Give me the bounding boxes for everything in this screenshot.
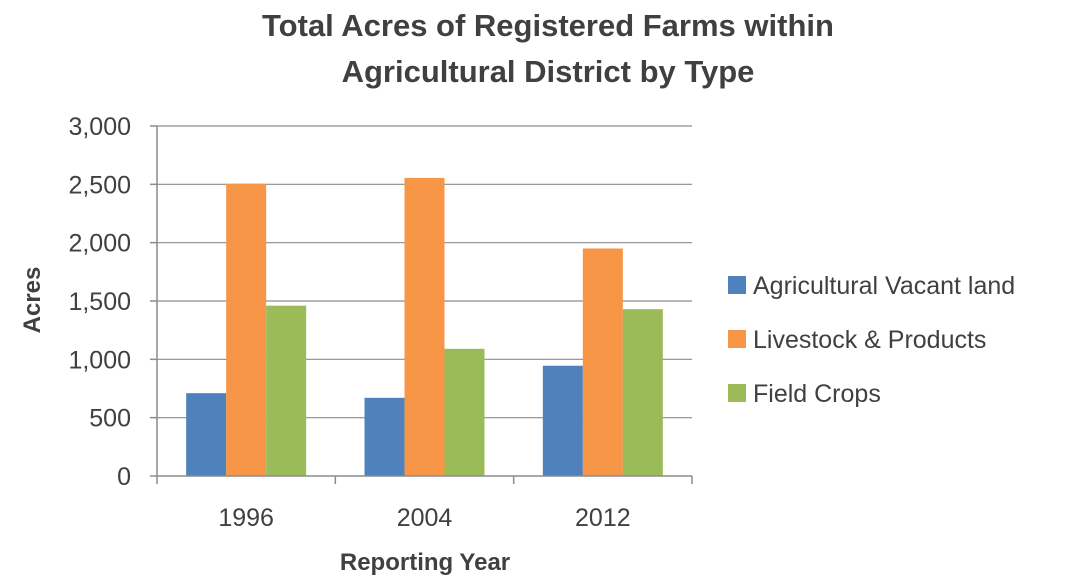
bar (582, 248, 623, 476)
x-tick-label: 2004 (397, 504, 453, 532)
bar (622, 309, 663, 476)
bar (226, 183, 267, 476)
legend: Agricultural Vacant land Livestock & Prod… (728, 272, 1015, 408)
bar (444, 348, 485, 476)
x-tick-label: 2012 (575, 504, 631, 532)
chart-title-line-1: Total Acres of Registered Farms within (262, 8, 834, 43)
chart-title: Total Acres of Registered Farms within A… (262, 8, 834, 89)
y-axis-ticks: 0 500 1,000 1,500 2,000 2,500 3,000 (68, 113, 157, 491)
legend-swatch (728, 276, 746, 294)
y-tick-label: 3,000 (68, 113, 131, 141)
y-axis-title: Acres (19, 267, 46, 334)
bar (364, 397, 405, 476)
bar (186, 393, 227, 476)
bar (266, 305, 307, 476)
y-tick-label: 0 (117, 463, 131, 491)
y-tick-label: 2,500 (68, 171, 131, 199)
y-tick-label: 2,000 (68, 230, 131, 258)
bars (186, 177, 663, 476)
legend-label: Field Crops (753, 380, 881, 408)
bar (404, 177, 445, 476)
x-axis-title: Reporting Year (340, 549, 510, 576)
x-tick-label: 1996 (218, 504, 274, 532)
y-tick-label: 1,500 (68, 288, 131, 316)
chart-title-line-2: Agricultural District by Type (342, 54, 755, 89)
legend-swatch (728, 330, 746, 348)
y-tick-label: 1,000 (68, 346, 131, 374)
legend-label: Livestock & Products (753, 326, 986, 354)
legend-swatch (728, 384, 746, 402)
bar (542, 365, 583, 476)
x-axis-ticks: 1996 2004 2012 (156, 476, 693, 532)
legend-label: Agricultural Vacant land (753, 272, 1015, 300)
y-tick-label: 500 (89, 405, 131, 433)
